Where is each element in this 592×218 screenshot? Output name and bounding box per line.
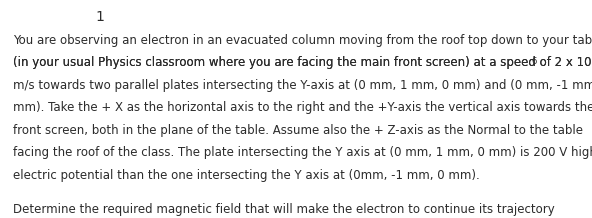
Text: Determine the required magnetic field that will make the electron to continue it: Determine the required magnetic field th… <box>13 203 555 216</box>
Text: front screen, both in the plane of the table. Assume also the + Z-axis as the No: front screen, both in the plane of the t… <box>13 124 583 137</box>
Text: (in your usual Physics classroom where you are facing the main front screen) at : (in your usual Physics classroom where y… <box>13 56 591 69</box>
Text: 1: 1 <box>95 10 104 24</box>
Text: electric potential than the one intersecting the Y axis at (0mm, -1 mm, 0 mm).: electric potential than the one intersec… <box>13 169 480 182</box>
Text: (in your usual Physics classroom where you are facing the main front screen) at : (in your usual Physics classroom where y… <box>13 56 591 69</box>
Text: m/s towards two parallel plates intersecting the Y-axis at (0 mm, 1 mm, 0 mm) an: m/s towards two parallel plates intersec… <box>13 79 592 92</box>
Text: mm). Take the + X as the horizontal axis to the right and the +Y-axis the vertic: mm). Take the + X as the horizontal axis… <box>13 101 592 114</box>
Text: You are observing an electron in an evacuated column moving from the roof top do: You are observing an electron in an evac… <box>13 34 592 47</box>
Text: 6: 6 <box>532 57 537 66</box>
Text: facing the roof of the class. The plate intersecting the Y axis at (0 mm, 1 mm, : facing the roof of the class. The plate … <box>13 146 592 159</box>
